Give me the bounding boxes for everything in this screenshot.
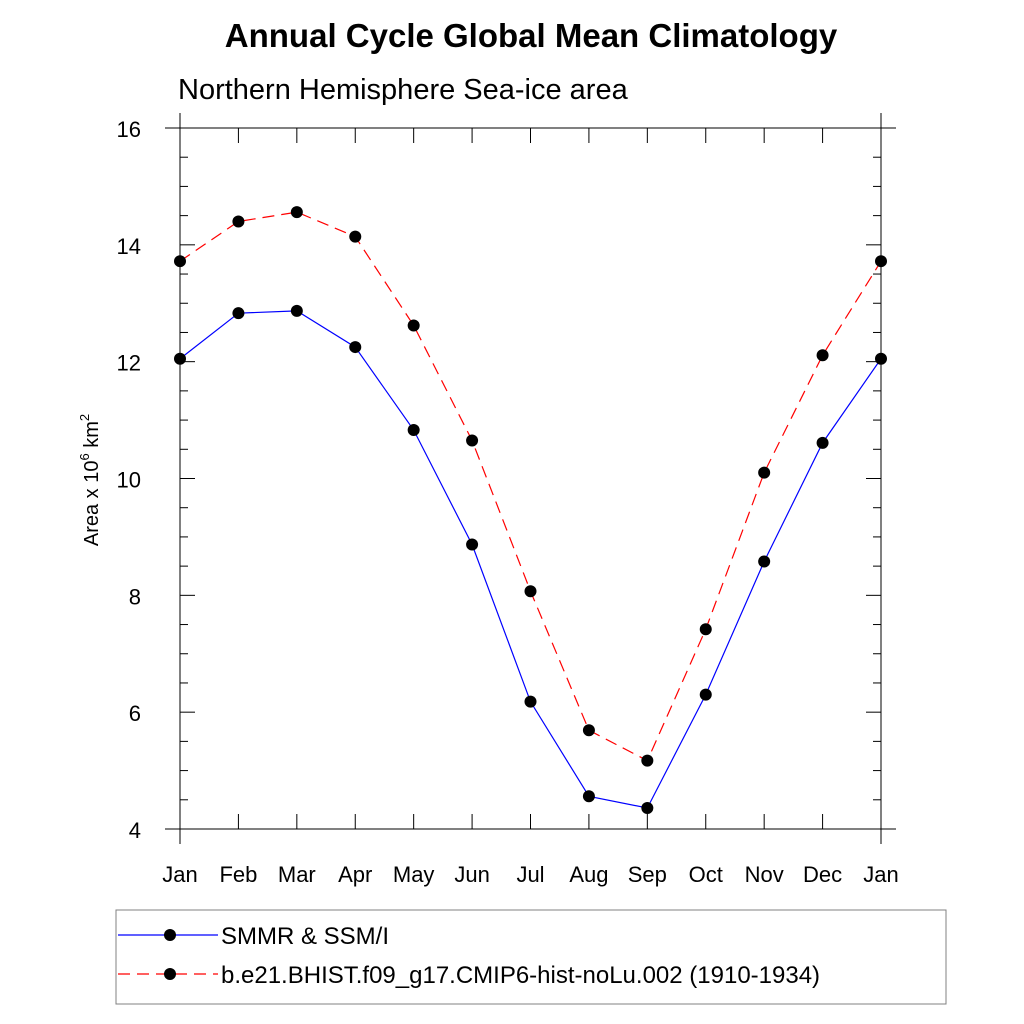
- legend-marker: [164, 968, 176, 980]
- data-point: [641, 754, 654, 767]
- axes: Jan Feb Mar Apr May Jun Jul Aug Sep Oct Nov Dec Jan 4…: [117, 113, 899, 887]
- y-tick-label: 10: [117, 468, 141, 493]
- y-tick-label: 16: [117, 117, 141, 142]
- data-point: [875, 352, 887, 365]
- y-tick-label: 14: [117, 234, 141, 259]
- x-tick-label: Sep: [628, 862, 667, 887]
- data-point: [816, 349, 829, 362]
- series-line: [179, 211, 882, 762]
- x-tick-label: May: [393, 862, 435, 887]
- legend-marker: [164, 929, 176, 941]
- plot-frame: [179, 127, 882, 830]
- data-point: [699, 688, 712, 701]
- x-tick-label: Apr: [338, 862, 372, 887]
- data-point: [232, 215, 245, 228]
- chart-title: Annual Cycle Global Mean Climatology: [225, 17, 838, 54]
- data-point: [349, 341, 362, 354]
- y-tick-label: 12: [117, 351, 141, 376]
- x-tick-label: Mar: [278, 862, 316, 887]
- y-axis-label: Area x 106 km2: [77, 414, 103, 546]
- x-tick-label: Dec: [803, 862, 842, 887]
- y-tick-label: 8: [129, 584, 141, 609]
- data-point: [290, 206, 303, 219]
- data-point: [290, 304, 303, 317]
- data-point: [174, 352, 186, 365]
- data-point: [232, 307, 245, 320]
- legend-label: SMMR & SSM/I: [221, 923, 389, 950]
- data-point: [174, 255, 186, 268]
- data-point: [466, 434, 479, 447]
- series-layer: [174, 206, 887, 814]
- data-point: [582, 790, 595, 803]
- data-point: [524, 585, 537, 598]
- legend-box: [115, 909, 947, 1005]
- x-tick-label: Jun: [454, 862, 489, 887]
- y-tick-label: 4: [129, 818, 141, 843]
- data-point: [699, 623, 712, 636]
- data-point: [758, 555, 771, 568]
- data-point: [875, 255, 887, 268]
- y-tick-label: 6: [129, 701, 141, 726]
- data-point: [466, 538, 479, 551]
- data-point: [816, 436, 829, 449]
- series-line: [179, 310, 882, 809]
- data-point: [349, 230, 362, 243]
- data-point: [407, 424, 420, 437]
- x-tick-label: Nov: [745, 862, 784, 887]
- data-point: [641, 801, 654, 814]
- legend-label: b.e21.BHIST.f09_g17.CMIP6-hist-noLu.002 …: [221, 962, 820, 989]
- x-tick-label: Jan: [863, 862, 898, 887]
- x-tick-label: Jul: [516, 862, 544, 887]
- x-tick-label: Feb: [219, 862, 257, 887]
- y-axis-label-prefix: Area x 10: [81, 461, 103, 547]
- chart-subtitle: Northern Hemisphere Sea-ice area: [178, 74, 629, 106]
- data-point: [582, 724, 595, 737]
- legend: SMMR & SSM/I b.e21.BHIST.f09_g17.CMIP6-hi…: [115, 909, 947, 1005]
- y-axis-label-unit-exponent: 2: [77, 414, 92, 421]
- data-point: [407, 319, 420, 332]
- data-point: [524, 695, 537, 708]
- x-tick-label: Jan: [162, 862, 197, 887]
- y-axis-label-exponent: 6: [77, 453, 92, 460]
- y-axis-label-unit: km: [81, 421, 103, 453]
- data-point: [758, 466, 771, 479]
- x-tick-label: Oct: [689, 862, 723, 887]
- x-tick-label: Aug: [569, 862, 608, 887]
